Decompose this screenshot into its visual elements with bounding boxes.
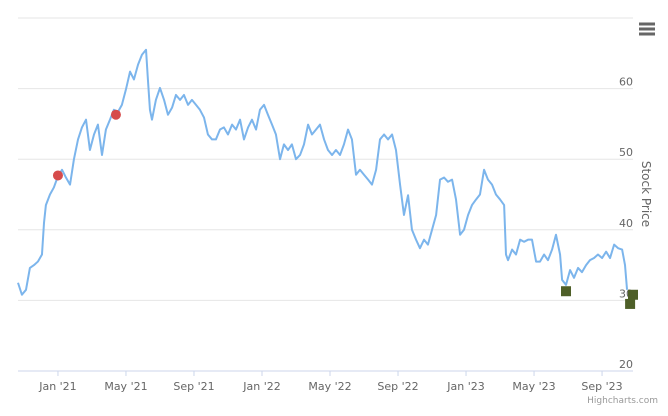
- event-marker: [625, 298, 636, 309]
- x-tick-label: Jan '21: [38, 380, 76, 393]
- x-tick-label: Sep '21: [173, 380, 214, 393]
- credits[interactable]: Highcharts.com: [587, 396, 658, 406]
- y-tick-label: 40: [619, 217, 633, 230]
- event-marker: [52, 170, 63, 181]
- event-marker: [628, 289, 638, 300]
- y-axis-title: Stock Price: [639, 161, 653, 227]
- x-tick-label: May '21: [104, 380, 147, 393]
- x-tick-label: May '23: [512, 380, 555, 393]
- y-tick-label: 60: [619, 76, 633, 89]
- price-line: [17, 48, 629, 296]
- y-tick-label: 50: [619, 146, 633, 159]
- x-tick-label: Sep '22: [377, 380, 418, 393]
- y-tick-label: 20: [619, 358, 633, 371]
- event-marker: [110, 109, 121, 120]
- x-tick-label: Jan '23: [446, 380, 484, 393]
- x-tick-label: Sep '23: [581, 380, 622, 393]
- event-marker: [561, 286, 572, 297]
- menu-button[interactable]: [639, 22, 655, 36]
- x-tick-label: Jan '22: [242, 380, 280, 393]
- x-tick-label: May '22: [308, 380, 351, 393]
